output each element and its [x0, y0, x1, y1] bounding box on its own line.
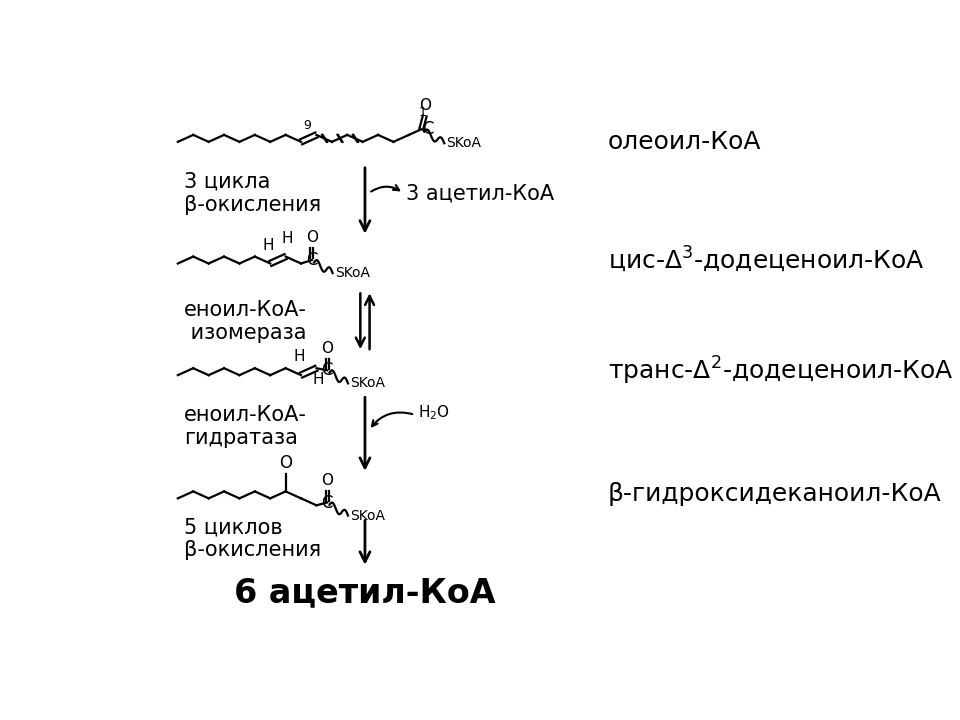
Text: O: O — [279, 454, 292, 472]
Text: 3 цикла
β-окисления: 3 цикла β-окисления — [184, 171, 322, 215]
Text: 1: 1 — [419, 106, 426, 119]
Text: C: C — [422, 120, 433, 138]
Text: H: H — [263, 238, 275, 253]
Text: O: O — [322, 473, 333, 488]
Text: SKoA: SKoA — [446, 136, 482, 150]
Text: H: H — [294, 349, 305, 364]
Text: цис-$\Delta^3$-додеценоил-КоА: цис-$\Delta^3$-додеценоил-КоА — [608, 245, 924, 274]
Text: еноил-КоА-
гидратаза: еноил-КоА- гидратаза — [184, 405, 307, 448]
Text: β-гидроксидеканоил-КоА: β-гидроксидеканоил-КоА — [608, 482, 941, 506]
Text: еноил-КоА-
 изомераза: еноил-КоА- изомераза — [184, 300, 307, 343]
Text: C: C — [322, 493, 333, 511]
Text: O: O — [420, 98, 431, 113]
Text: олеоил-КоА: олеоил-КоА — [608, 130, 761, 154]
Text: H: H — [281, 231, 293, 246]
Text: SKoA: SKoA — [350, 377, 385, 390]
Text: C: C — [306, 251, 318, 269]
Text: 3 ацетил-КоА: 3 ацетил-КоА — [406, 183, 554, 203]
Text: H: H — [312, 372, 324, 387]
Text: транс-$\Delta^2$-додеценоил-КоА: транс-$\Delta^2$-додеценоил-КоА — [608, 355, 953, 387]
Text: 9: 9 — [303, 119, 311, 132]
Text: O: O — [306, 230, 318, 246]
Text: C: C — [322, 361, 333, 379]
Text: SKoA: SKoA — [350, 508, 385, 523]
Text: O: O — [322, 341, 333, 356]
Text: H$_2$O: H$_2$O — [418, 403, 450, 422]
Text: 5 циклов
β-окисления: 5 циклов β-окисления — [184, 517, 322, 560]
Text: 6 ацетил-КоА: 6 ацетил-КоА — [234, 577, 495, 610]
Text: SKoA: SKoA — [335, 266, 370, 280]
